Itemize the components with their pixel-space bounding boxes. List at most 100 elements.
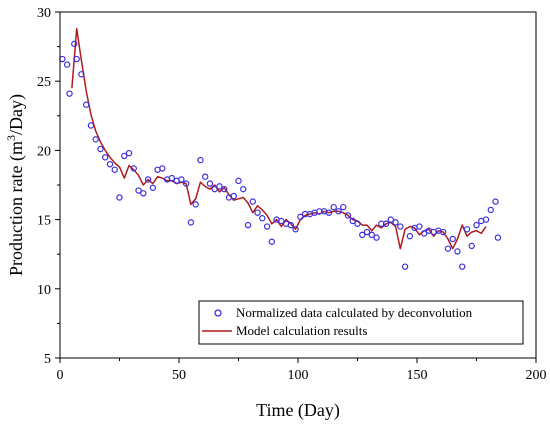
data-point [211,185,218,193]
data-point [344,212,352,219]
data-point [392,219,399,226]
legend-marker-scatter [214,309,222,317]
data-point [354,220,361,227]
y-axis-title-main: Production rate (m [6,141,27,276]
data-point [416,223,423,230]
data-point [135,187,142,194]
data-point [201,173,209,180]
data-point [482,216,490,223]
data-point [230,192,237,200]
data-point [106,161,114,168]
data-point [387,216,395,223]
x-tick-label: 200 [526,368,547,383]
data-point [368,231,375,239]
data-point [240,185,247,193]
data-point [382,220,390,227]
data-point [216,183,223,190]
data-point [444,245,452,252]
data-point [235,177,242,185]
data-point [401,263,409,270]
x-tick-label: 150 [407,368,428,383]
axes: 0 50 100 150 200 5 10 15 20 25 30 [37,6,547,383]
data-point [492,198,499,205]
data-point [197,156,204,164]
data-point [373,234,380,241]
data-point [59,55,66,63]
data-point [292,226,299,233]
y-axis-title: Production rate (m3/Day) [4,94,27,276]
data-point [144,176,152,183]
data-point [406,233,414,240]
x-tick-label: 100 [288,368,309,383]
data-point [168,174,176,182]
data-point [494,234,502,241]
data-point [363,228,371,236]
data-point [330,203,337,211]
data-point [92,136,99,143]
data-point [454,248,461,255]
data-point [102,154,109,161]
data-point [192,201,199,208]
data-point [111,166,118,173]
data-point [335,208,342,215]
data-point [87,122,95,129]
data-point [116,194,123,201]
legend-label-scatter: Normalized data calculated by deconvolut… [236,305,473,320]
x-axis-title: Time (Day) [256,400,340,421]
data-point [97,145,104,153]
plot-area [59,27,502,270]
data-point [149,184,157,191]
data-point [63,61,71,68]
data-point [71,40,78,48]
data-point [325,209,333,216]
y-tick-label: 20 [37,144,51,159]
legend-label-line: Model calculation results [236,323,367,338]
data-point [140,190,147,197]
data-point [254,209,261,216]
data-point [449,235,456,243]
legend: Normalized data calculated by deconvolut… [198,300,524,345]
data-point [130,165,137,172]
data-point [397,223,404,230]
y-tick-label: 30 [37,6,51,21]
data-point [249,198,256,205]
data-point [73,55,80,63]
data-point [182,180,190,187]
data-point [468,242,475,250]
data-point [244,221,252,229]
data-point [178,176,185,183]
data-point [206,180,214,187]
data-point [487,206,494,214]
y-tick-label: 5 [44,352,51,367]
data-point [420,230,428,237]
data-point [340,203,347,211]
y-tick-label: 10 [37,283,51,298]
data-point [439,228,447,236]
data-point [78,71,85,78]
data-point [125,149,133,157]
data-point [268,238,276,245]
data-point [221,185,228,193]
data-point [463,226,471,233]
data-point [359,231,366,239]
legend-box [198,300,524,345]
y-tick-label: 25 [37,75,51,90]
model-line [71,27,487,250]
data-point [473,221,480,229]
data-point [121,152,128,160]
x-tick-label: 0 [57,368,64,383]
y-axis-title-unit: /Day) [6,94,27,135]
y-tick-label: 15 [37,214,51,229]
data-point [287,221,295,229]
data-point [159,165,166,172]
data-point [349,217,356,225]
data-point [459,263,466,270]
data-point [278,217,285,225]
data-point [187,219,195,226]
data-point [263,223,271,230]
data-point [297,213,304,221]
data-point [82,101,90,108]
y-axis-title-superscript: 3 [4,135,18,141]
data-point [259,215,266,222]
